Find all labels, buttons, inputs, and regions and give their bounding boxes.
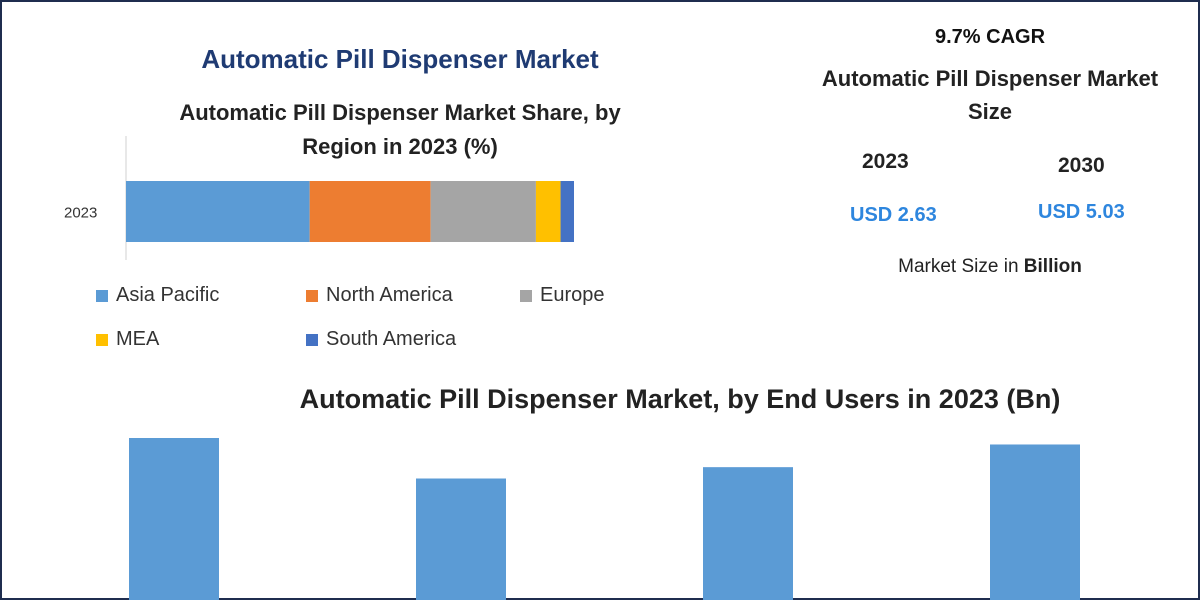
legend-item-asia-pacific: Asia Pacific — [96, 284, 219, 307]
size-unit-prefix: Market Size in — [898, 256, 1019, 277]
region-chart-title: Automatic Pill Dispenser Market Share, b… — [179, 100, 621, 159]
main-title: Automatic Pill Dispenser Market — [201, 44, 599, 74]
legend-swatch — [96, 333, 108, 346]
enduser-chart-title: Automatic Pill Dispenser Market, by End … — [299, 384, 1061, 414]
legend-item-south-america: South America — [306, 328, 456, 351]
year-2030-label: 2030 — [1058, 154, 1105, 177]
enduser-column-chart — [0, 430, 1200, 605]
market-size-title: Automatic Pill Dispenser Market Size — [821, 66, 1159, 124]
legend-label: Europe — [540, 284, 605, 306]
legend-swatch — [520, 289, 532, 302]
enduser-bar-2 — [416, 478, 506, 600]
cagr-label: 9.7% CAGR — [934, 26, 1046, 48]
enduser-bar-4 — [990, 444, 1080, 600]
region-bar-chart-svg: 2023 — [64, 136, 574, 260]
region-bar-segment-north-america — [309, 181, 431, 242]
legend-item-north-america: North America — [306, 284, 453, 307]
legend-swatch — [306, 289, 318, 302]
enduser-column-chart-svg — [129, 438, 1080, 600]
legend-item-mea: MEA — [96, 328, 159, 351]
legend-label: South America — [326, 328, 457, 350]
legend-label: Asia Pacific — [116, 284, 220, 306]
region-bar-segment-europe — [430, 181, 536, 242]
region-category-label: 2023 — [64, 205, 97, 222]
enduser-bar-3 — [703, 467, 793, 600]
enduser-bar-1 — [129, 438, 219, 600]
region-bar-chart: 2023 — [40, 130, 660, 265]
legend-item-europe: Europe — [520, 284, 605, 307]
year-2023-label: 2023 — [862, 150, 909, 173]
region-bar-segment-south-america — [560, 181, 574, 242]
region-bar-segment-asia-pacific — [126, 181, 310, 242]
legend-swatch — [96, 289, 108, 302]
legend-swatch — [306, 333, 318, 346]
size-2030-value: USD 5.03 — [1038, 201, 1125, 223]
size-2023-value: USD 2.63 — [850, 204, 937, 226]
legend-label: North America — [326, 284, 453, 306]
legend-label: MEA — [116, 328, 160, 350]
market-size-unit: Market Size in Billion — [840, 256, 1140, 278]
size-unit-bold: Billion — [1023, 256, 1082, 277]
region-bar-segment-mea — [535, 181, 561, 242]
